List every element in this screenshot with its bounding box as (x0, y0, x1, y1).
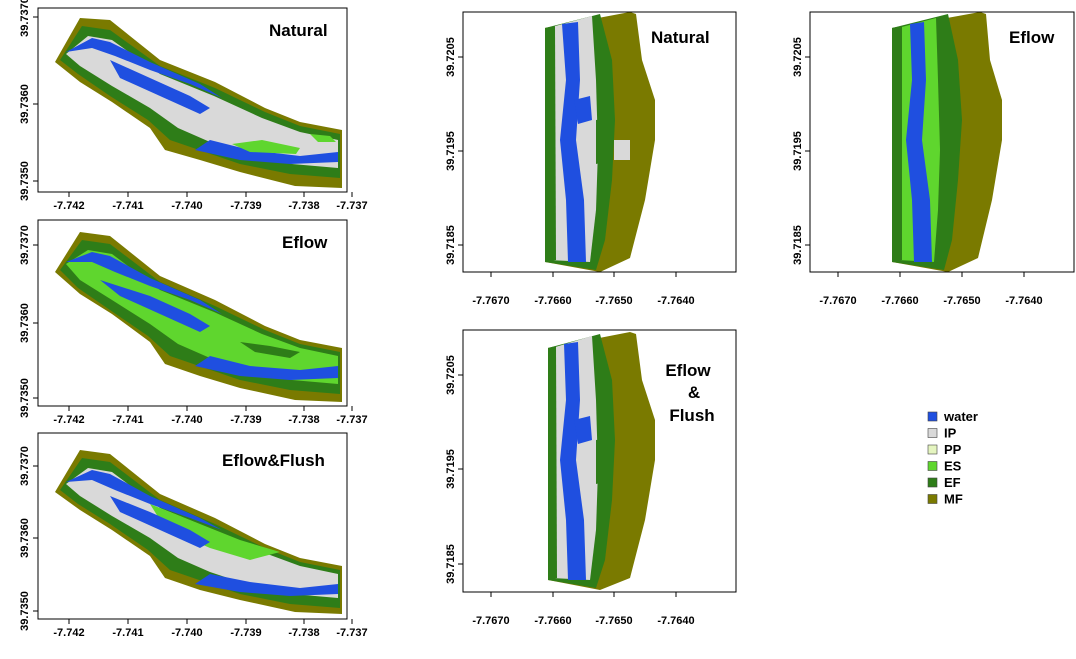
x-tick-label: -7.7640 (657, 615, 694, 627)
panel-mid-natural (545, 12, 655, 272)
x-tick-label: -7.7650 (595, 295, 632, 307)
water-band-2 (110, 60, 210, 114)
ef-patch (240, 342, 300, 358)
x-tick-label: -7.738 (288, 200, 319, 212)
water-band-2 (100, 280, 210, 332)
ef-left (545, 26, 556, 262)
ticks-layer: -7.742 -7.741 -7.740 -7.739 -7.738 -7.737 39.7… (19, 0, 1043, 639)
y-tick-label: 39.7195 (445, 131, 457, 171)
x-tick-label: -7.740 (171, 200, 202, 212)
x-tick-label: -7.739 (230, 200, 261, 212)
x-tick-label: -7.7670 (472, 615, 509, 627)
x-tick-label: -7.737 (336, 414, 367, 426)
x-tick-label: -7.7660 (881, 295, 918, 307)
water-spot (574, 96, 592, 124)
ef-speckle (596, 438, 612, 484)
ef-speckle (596, 118, 612, 164)
water-band-3 (195, 574, 338, 596)
x-tick-label: -7.7650 (595, 615, 632, 627)
water-spot (574, 416, 592, 444)
y-tick-label: 39.7185 (792, 225, 804, 265)
x-tick-label: -7.7660 (534, 615, 571, 627)
y-tick-label: 39.7195 (792, 131, 804, 171)
x-tick-label: -7.740 (171, 627, 202, 639)
plot-frame (37, 7, 348, 193)
x-tick-label: -7.742 (53, 414, 84, 426)
y-tick-label: 39.7185 (445, 225, 457, 265)
water-band-2 (110, 496, 210, 548)
y-tick-label: 39.7370 (19, 446, 31, 486)
plot-frame (462, 11, 737, 273)
x-tick-label: -7.7640 (1005, 295, 1042, 307)
y-tick-label: 39.7350 (19, 378, 31, 418)
plot-frame (809, 11, 1075, 273)
y-tick-label: 39.7360 (19, 518, 31, 558)
y-tick-label: 39.7205 (445, 37, 457, 77)
y-tick-label: 39.7350 (19, 161, 31, 201)
y-tick-label: 39.7370 (19, 0, 31, 37)
ef-left (548, 346, 557, 580)
x-tick-label: -7.739 (230, 627, 261, 639)
ip-speckle (614, 140, 630, 160)
x-tick-label: -7.7650 (943, 295, 980, 307)
water-band (66, 38, 222, 98)
plot-frame (462, 329, 737, 593)
x-tick-label: -7.741 (112, 627, 143, 639)
x-tick-label: -7.741 (112, 414, 143, 426)
y-tick-label: 39.7370 (19, 225, 31, 265)
x-tick-label: -7.740 (171, 414, 202, 426)
x-tick-label: -7.742 (53, 200, 84, 212)
ef-left (892, 26, 902, 262)
y-tick-label: 39.7360 (19, 84, 31, 124)
y-tick-label: 39.7350 (19, 591, 31, 631)
x-tick-label: -7.741 (112, 200, 143, 212)
y-tick-label: 39.7360 (19, 303, 31, 343)
x-tick-label: -7.738 (288, 627, 319, 639)
water-band (66, 470, 222, 530)
water-ch (560, 342, 586, 580)
ip-band (66, 36, 338, 168)
panel-left-natural (55, 18, 342, 188)
es-patch (150, 504, 280, 560)
x-tick-label: -7.7640 (657, 295, 694, 307)
x-tick-label: -7.7660 (534, 295, 571, 307)
x-tick-label: -7.738 (288, 414, 319, 426)
x-tick-label: -7.739 (230, 414, 261, 426)
es-patch-2 (310, 134, 336, 142)
x-tick-label: -7.737 (336, 200, 367, 212)
x-tick-label: -7.737 (336, 627, 367, 639)
x-tick-label: -7.7670 (819, 295, 856, 307)
panel-mid-eflow-flush (548, 332, 655, 590)
es-patch (232, 140, 300, 154)
plot-frame (37, 219, 348, 407)
y-tick-label: 39.7205 (445, 355, 457, 395)
water-band-3 (195, 356, 338, 380)
panel-right-eflow (892, 12, 1002, 272)
water-band (66, 252, 222, 314)
y-tick-label: 39.7185 (445, 544, 457, 584)
plot-frame (37, 432, 348, 620)
x-tick-label: -7.7670 (472, 295, 509, 307)
y-tick-label: 39.7195 (445, 449, 457, 489)
ef-speckle (940, 108, 956, 174)
water-ch (906, 22, 932, 262)
x-tick-label: -7.742 (53, 627, 84, 639)
panel-left-eflow (55, 232, 342, 402)
y-tick-label: 39.7205 (792, 37, 804, 77)
water-ch (560, 22, 586, 262)
panel-left-eflow-flush (55, 450, 342, 614)
